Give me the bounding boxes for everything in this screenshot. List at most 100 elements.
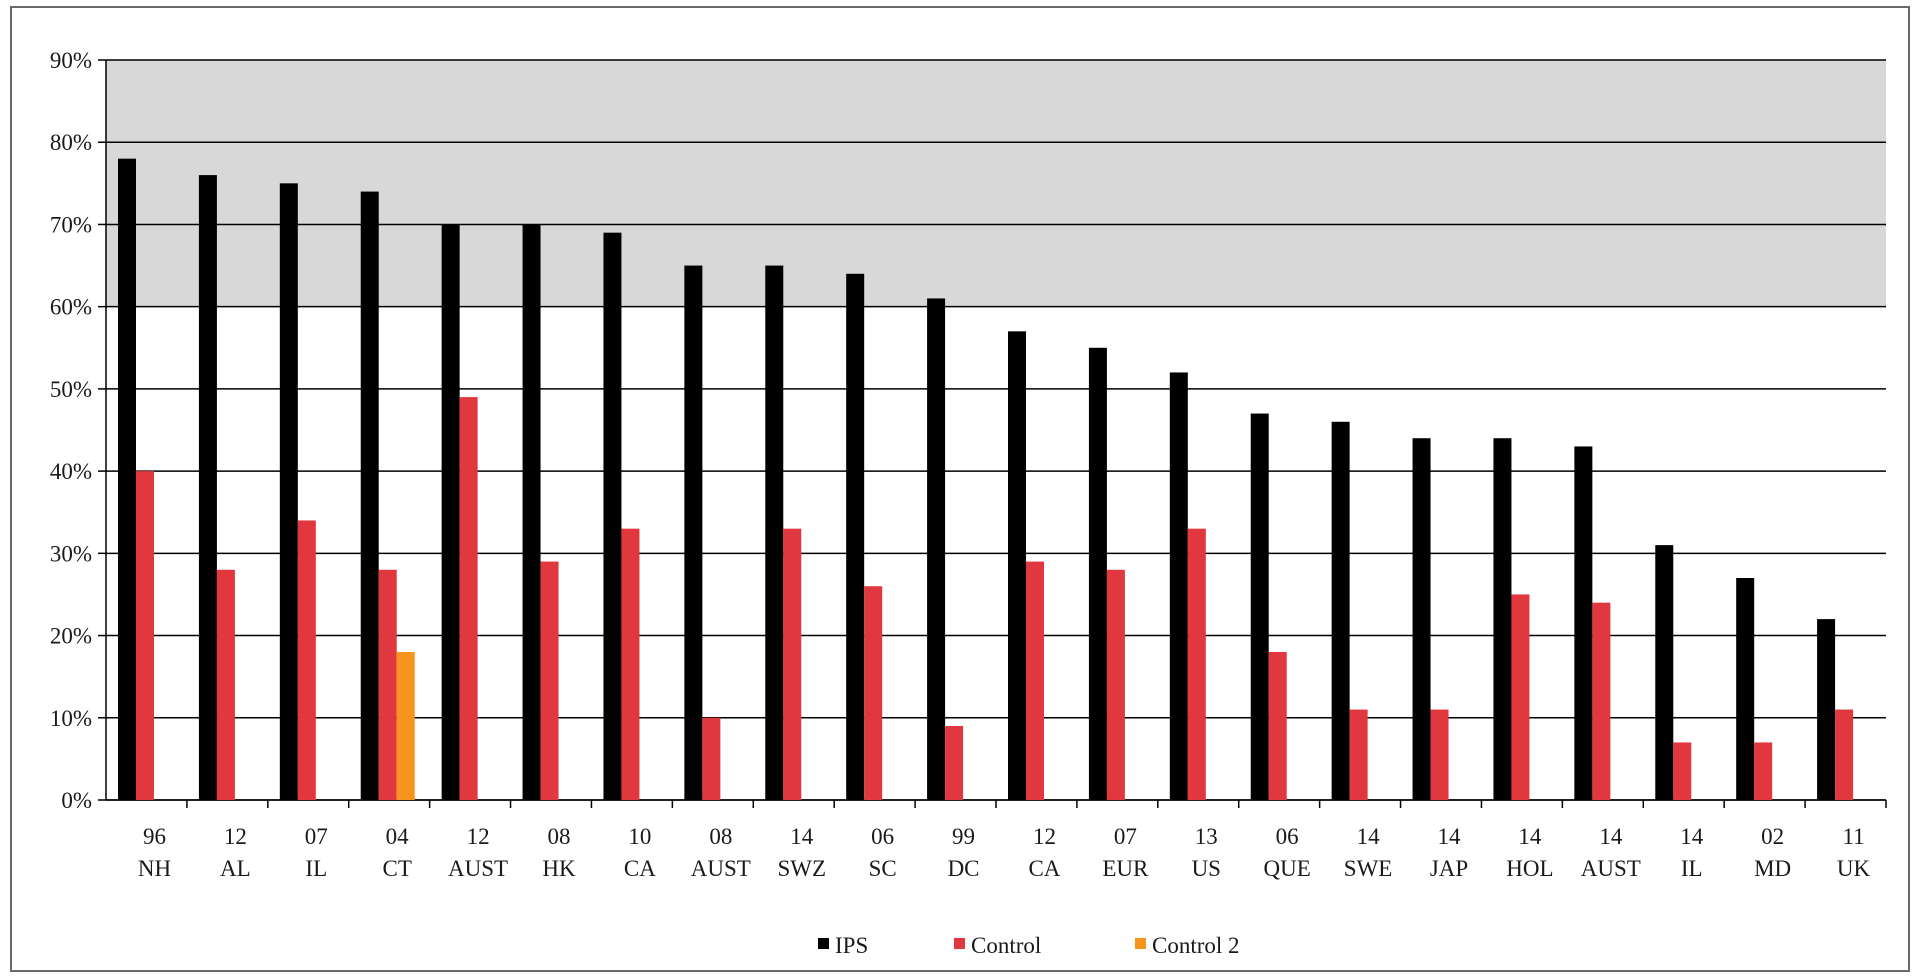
x-tick-label-site: IL (305, 856, 327, 881)
bar-control (297, 520, 316, 800)
x-tick-label-year: 12 (467, 824, 490, 849)
legend-swatch (954, 938, 965, 949)
bar-control (1268, 652, 1287, 800)
x-tick-label-site: HOL (1506, 856, 1553, 881)
x-tick-label-year: 04 (386, 824, 410, 849)
bar-control (1349, 709, 1368, 800)
bar-ips (1817, 619, 1836, 800)
x-tick-label-year: 14 (1599, 824, 1623, 849)
bar-ips (441, 224, 460, 800)
bar-control (1026, 561, 1044, 800)
x-tick-label-site: MD (1754, 856, 1791, 881)
x-tick-label-year: 14 (1518, 824, 1542, 849)
bar-control (1106, 569, 1125, 800)
x-tick-label-year: 08 (709, 824, 732, 849)
x-tick-label-site: AUST (448, 856, 508, 881)
y-tick-label: 60% (50, 295, 92, 320)
bar-control (1835, 709, 1854, 800)
bar-ips (1331, 421, 1350, 800)
x-tick-label-site: NH (138, 856, 171, 881)
x-tick-label-year: 02 (1761, 824, 1784, 849)
bar-control (945, 726, 964, 800)
bar-control (136, 471, 154, 800)
x-tick-label-site: CT (382, 856, 411, 881)
bar-ips (198, 175, 217, 801)
x-tick-label-site: CA (1028, 856, 1060, 881)
bar-ips (846, 273, 865, 800)
y-tick-label: 90% (50, 48, 92, 73)
legend-label: IPS (835, 933, 868, 958)
x-tick-label-year: 06 (1276, 824, 1299, 849)
bar-ips (1736, 578, 1755, 800)
x-tick-label-year: 08 (548, 824, 571, 849)
bar-control (621, 528, 640, 800)
x-tick-label-site: AUST (1581, 856, 1641, 881)
x-tick-label-year: 12 (224, 824, 247, 849)
bar-ips (360, 191, 379, 801)
bar-control (1430, 709, 1449, 800)
bar-control (1187, 528, 1206, 800)
bar-control (1511, 594, 1530, 800)
bar-ips (1250, 413, 1269, 800)
y-tick-label: 40% (50, 459, 92, 484)
bar-control (1592, 602, 1611, 800)
bar-control (864, 586, 883, 800)
x-tick-label-year: 99 (952, 824, 975, 849)
y-tick-label: 70% (50, 212, 92, 237)
x-tick-label-site: JAP (1430, 856, 1468, 881)
x-tick-label-year: 14 (1357, 824, 1381, 849)
x-tick-label-site: SWE (1344, 856, 1393, 881)
x-tick-label-year: 13 (1195, 824, 1218, 849)
bar-control (216, 569, 235, 800)
bar-control (783, 528, 802, 800)
x-tick-label-year: 14 (1438, 824, 1462, 849)
x-tick-label-year: 14 (790, 824, 814, 849)
legend-label: Control 2 (1152, 933, 1240, 958)
bar-ips (603, 232, 622, 800)
bar-ips (1493, 438, 1512, 800)
bar-control (540, 561, 559, 800)
bar-control-2 (396, 652, 415, 800)
x-tick-label-site: SC (869, 856, 897, 881)
x-tick-label-year: 10 (628, 824, 651, 849)
x-tick-label-year: 06 (871, 824, 894, 849)
y-tick-label: 50% (50, 377, 92, 402)
x-tick-label-year: 11 (1842, 824, 1864, 849)
bar-ips (1412, 438, 1431, 800)
bar-ips (118, 158, 136, 800)
x-tick-label-site: QUE (1264, 856, 1311, 881)
x-tick-label-site: SWZ (777, 856, 826, 881)
legend-label: Control (971, 933, 1041, 958)
x-tick-label-year: 14 (1680, 824, 1704, 849)
bar-control (378, 569, 397, 800)
legend-swatch (1135, 938, 1146, 949)
bar-ips (1008, 331, 1026, 800)
plot-area-shaded-band (106, 60, 1886, 307)
y-tick-label: 20% (50, 624, 92, 649)
bar-ips (684, 265, 703, 800)
bar-ips (1574, 446, 1593, 800)
y-tick-label: 80% (50, 130, 92, 155)
y-tick-label: 30% (50, 541, 92, 566)
bar-ips (522, 224, 541, 800)
bar-ips (1169, 372, 1188, 800)
bar-ips (1655, 545, 1674, 800)
bar-ips (927, 298, 946, 800)
bar-control (1673, 742, 1692, 800)
bar-control (459, 397, 478, 800)
legend-swatch (818, 938, 829, 949)
bar-ips (279, 183, 298, 801)
y-tick-label: 0% (61, 788, 92, 813)
x-tick-label-site: UK (1837, 856, 1871, 881)
x-tick-label-site: US (1192, 856, 1221, 881)
x-tick-label-site: IL (1681, 856, 1703, 881)
x-tick-label-site: DC (948, 856, 980, 881)
x-tick-label-site: AL (220, 856, 251, 881)
x-tick-label-site: EUR (1102, 856, 1149, 881)
x-tick-label-site: AUST (691, 856, 751, 881)
x-tick-label-site: HK (542, 856, 576, 881)
bar-control (1754, 742, 1773, 800)
x-tick-label-year: 07 (305, 824, 328, 849)
x-tick-label-year: 12 (1033, 824, 1056, 849)
